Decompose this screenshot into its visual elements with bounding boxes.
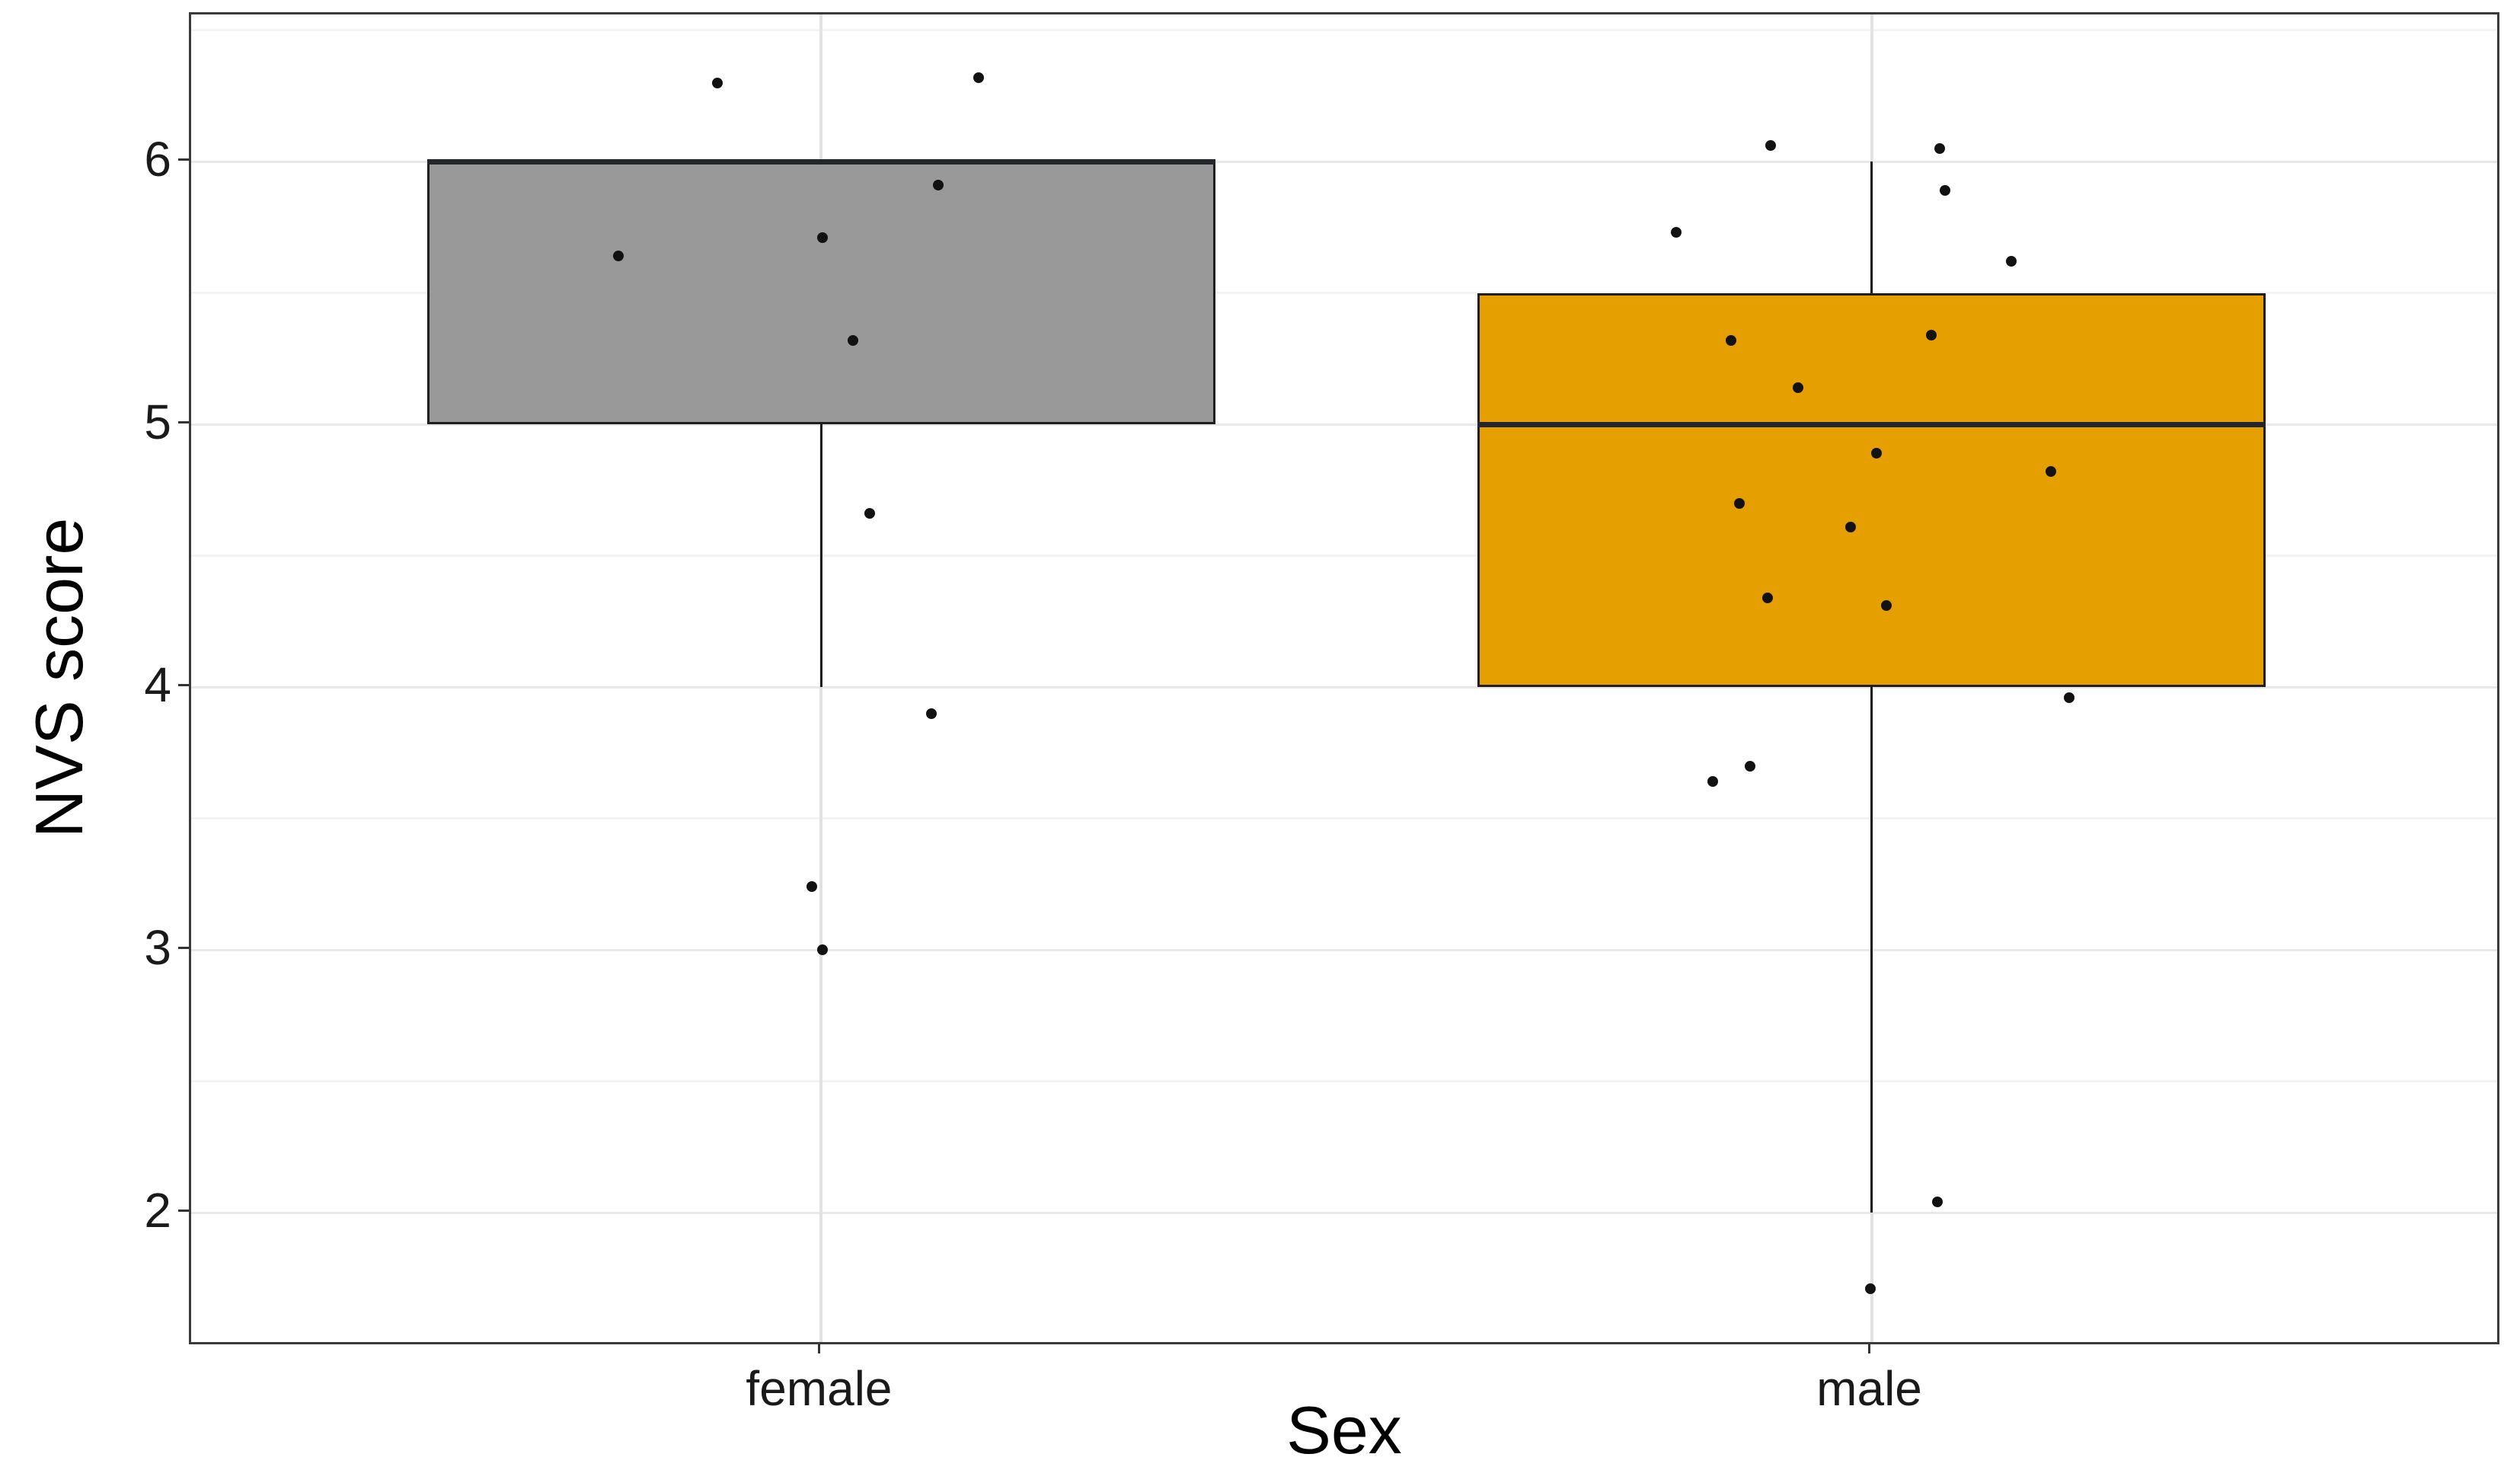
gridline-minor <box>191 1080 2497 1083</box>
x-tick-label-male: male <box>1816 1361 1922 1416</box>
data-point <box>1926 329 1937 340</box>
data-point <box>973 72 985 83</box>
y-tick-label: 2 <box>144 1183 171 1238</box>
data-point <box>926 708 937 719</box>
data-point <box>1844 521 1856 532</box>
data-point <box>1671 227 1682 238</box>
data-point <box>1765 140 1777 152</box>
median-line-male <box>1477 421 2266 427</box>
gridline-major <box>191 948 2497 951</box>
data-point <box>816 232 828 244</box>
data-point <box>1932 1197 1943 1208</box>
y-axis-tick <box>178 158 189 161</box>
data-point <box>1934 142 1946 154</box>
x-tick-label-female: female <box>746 1361 893 1416</box>
y-tick-label: 3 <box>144 920 171 976</box>
gridline-major <box>191 1211 2497 1214</box>
data-point <box>1940 185 1951 197</box>
whisker-lower-male <box>1870 687 1873 1213</box>
data-point <box>1865 1283 1876 1295</box>
median-line-female <box>427 158 1215 165</box>
data-point <box>2063 692 2074 703</box>
whisker-upper-male <box>1870 161 1873 293</box>
data-point <box>1733 497 1745 509</box>
data-point <box>1871 448 1883 459</box>
gridline-major <box>191 160 2497 163</box>
data-point <box>1707 776 1719 788</box>
y-axis-tick <box>178 946 189 949</box>
data-point <box>1744 760 1755 772</box>
gridline-minor <box>191 817 2497 820</box>
y-tick-label: 6 <box>144 132 171 187</box>
gridline-minor <box>191 554 2497 558</box>
plot-panel <box>189 12 2499 1344</box>
data-point <box>613 251 624 262</box>
box-male <box>1477 292 2266 688</box>
data-point <box>932 180 944 191</box>
x-axis-title: Sex <box>1286 1392 1402 1468</box>
data-point <box>847 334 858 346</box>
whisker-lower-female <box>819 424 822 688</box>
box-female <box>427 161 1215 425</box>
data-point <box>864 508 875 519</box>
x-axis-tick <box>817 1344 820 1353</box>
data-point <box>1725 334 1736 346</box>
gridline-major <box>191 423 2497 426</box>
y-tick-label: 4 <box>144 657 171 713</box>
y-axis-tick <box>178 1209 189 1212</box>
gridline-minor <box>191 29 2497 32</box>
x-axis-tick <box>1868 1344 1871 1353</box>
gridline-minor <box>191 292 2497 295</box>
data-point <box>1793 382 1803 393</box>
data-point <box>2005 256 2017 267</box>
gridline-major <box>191 685 2497 689</box>
data-point <box>806 881 818 893</box>
y-axis-tick <box>178 420 189 423</box>
data-point <box>1880 600 1892 612</box>
data-point <box>711 77 723 88</box>
data-point <box>1762 592 1773 603</box>
data-point <box>816 944 828 956</box>
data-point <box>2046 466 2057 478</box>
y-axis-title: NVS score <box>21 517 97 839</box>
y-tick-label: 5 <box>144 395 171 450</box>
y-axis-tick <box>178 683 189 686</box>
